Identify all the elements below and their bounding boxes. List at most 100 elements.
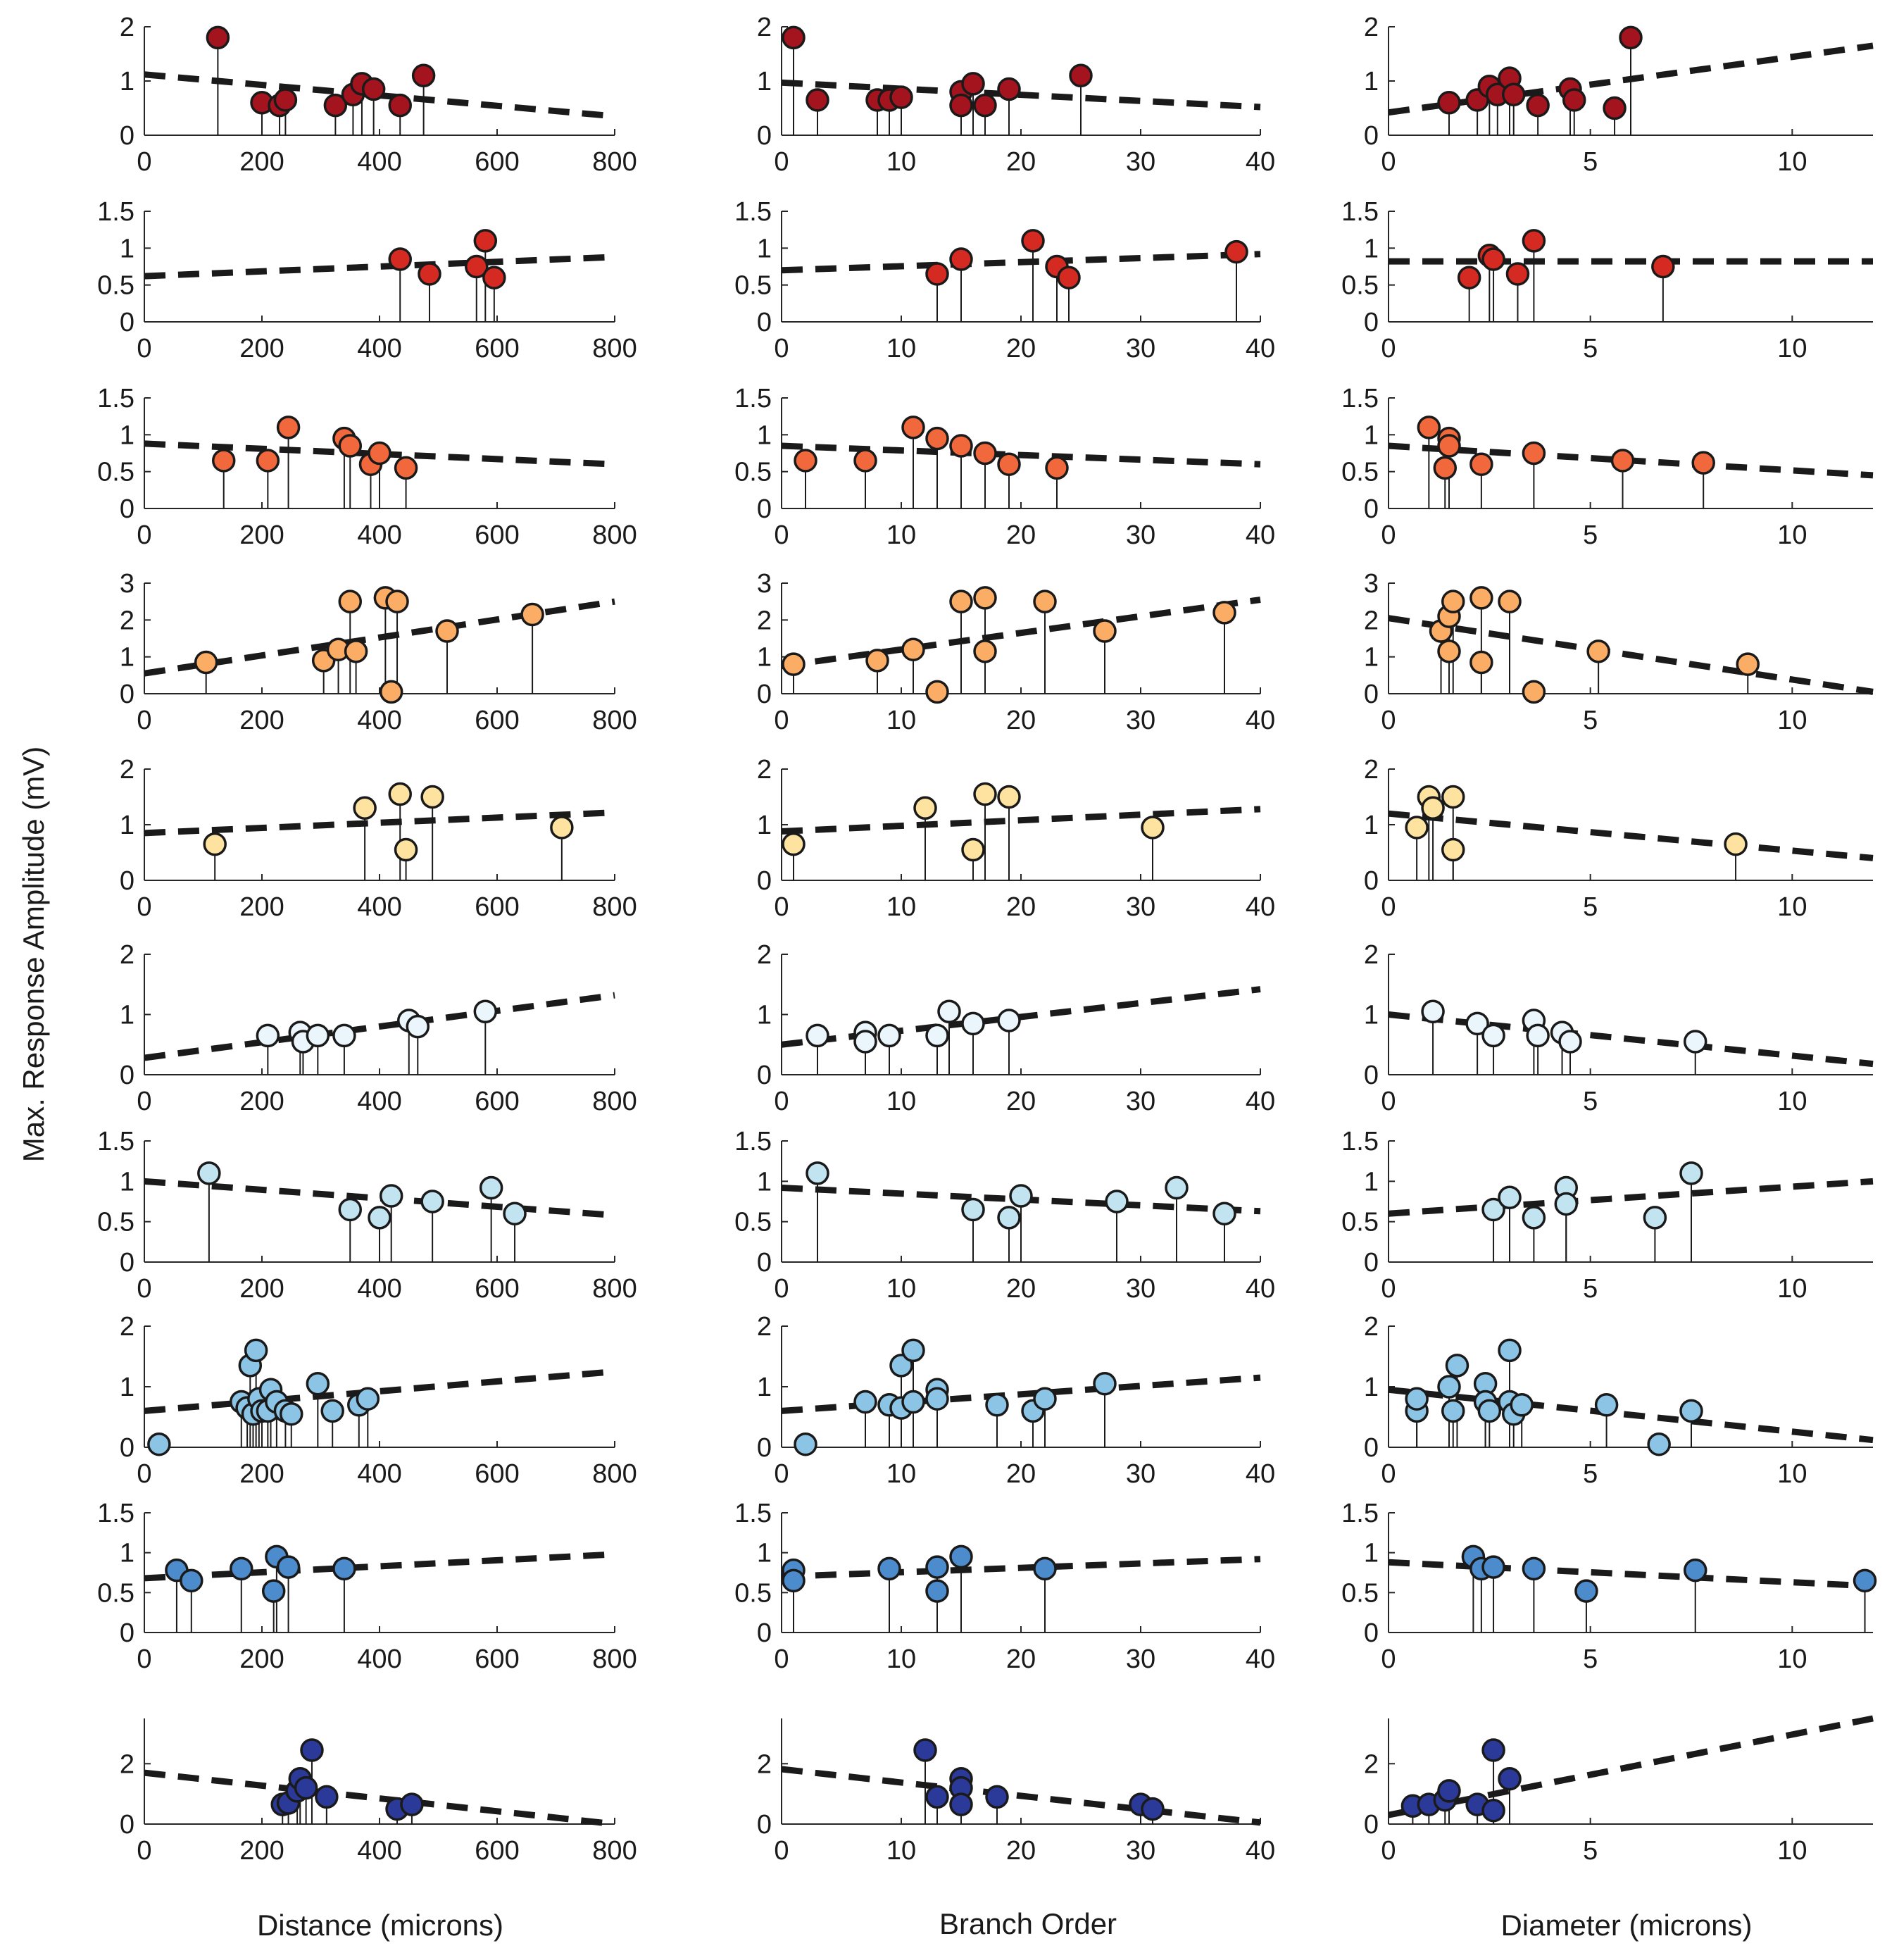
x-tick-label: 5 [1583, 1836, 1598, 1866]
data-point [1165, 1175, 1189, 1200]
x-tick-label: 10 [886, 706, 916, 735]
data-point [306, 1023, 330, 1048]
data-point [1522, 1206, 1546, 1230]
y-tick-label: 0 [757, 680, 772, 709]
y-tick-label: 0.5 [1341, 1208, 1379, 1237]
x-tick-label: 0 [774, 1274, 789, 1304]
data-point [323, 93, 348, 118]
y-tick-label: 2 [1364, 1312, 1379, 1342]
data-point [1481, 1197, 1505, 1222]
data-point [1445, 1354, 1469, 1378]
x-tick-label: 20 [1006, 706, 1036, 735]
x-tick-label: 0 [137, 706, 151, 735]
data-point [1033, 1387, 1057, 1411]
x-tick-label: 20 [1006, 1836, 1036, 1866]
data-point [1224, 239, 1248, 264]
x-tick-label: 0 [774, 334, 789, 363]
y-tick-label: 1 [757, 420, 772, 450]
y-tick-label: 0.5 [1341, 458, 1379, 487]
x-axis-title-diameter: Diameter (microns) [1500, 1909, 1752, 1942]
data-point [1045, 456, 1069, 480]
data-point [180, 1568, 203, 1593]
data-point [1554, 1192, 1579, 1216]
data-point [925, 426, 949, 451]
fit-line [781, 597, 1261, 670]
y-tick-label: 2 [120, 606, 134, 635]
fit-line [781, 1374, 1261, 1414]
y-tick-label: 0 [1364, 494, 1379, 524]
data-point [949, 589, 973, 613]
fit-line [1388, 1386, 1874, 1444]
data-point [1057, 266, 1081, 289]
y-tick-label: 1 [1364, 67, 1379, 96]
y-tick-label: 1 [120, 1001, 134, 1030]
x-tick-label: 40 [1246, 334, 1275, 363]
data-point [1141, 1797, 1165, 1821]
data-point [465, 254, 489, 279]
panel-row1-diameter: 0 5 10 0 1 2 [1364, 13, 1874, 177]
y-tick-label: 0 [120, 1810, 134, 1840]
x-tick-label: 10 [886, 520, 916, 550]
data-point [973, 441, 997, 466]
data-point [1437, 1779, 1461, 1803]
data-point [1683, 1030, 1707, 1054]
panel-row9-branch-order: 0 10 20 30 40 0 0.5 1 1.5 [734, 1499, 1275, 1674]
panel-row3-branch-order: 0 10 20 30 40 0 0.5 1 1.5 [734, 384, 1275, 550]
panel-row1-distance: 0 200 400 600 800 0 1 2 [120, 13, 637, 177]
panel-row2-distance: 0 200 400 600 800 0 0.5 1 1.5 [97, 197, 637, 363]
data-point [306, 1371, 330, 1396]
x-tick-label: 5 [1583, 706, 1598, 735]
x-tick-label: 800 [592, 1087, 637, 1116]
data-point [294, 1775, 318, 1800]
panel-row6-diameter: 0 5 10 0 1 2 [1364, 940, 1874, 1116]
data-point [379, 680, 403, 704]
data-point [997, 1009, 1021, 1032]
panel-row7-distance: 0 200 400 600 800 0 0.5 1 1.5 [97, 1127, 637, 1304]
data-point [1021, 229, 1045, 253]
data-point [973, 93, 997, 118]
data-point [782, 832, 806, 856]
x-tick-label: 20 [1006, 1274, 1036, 1304]
x-tick-label: 800 [592, 706, 637, 735]
x-tick-label: 0 [774, 520, 789, 550]
y-tick-label: 0 [1364, 1433, 1379, 1463]
x-tick-label: 10 [1777, 892, 1807, 922]
x-tick-label: 200 [239, 1644, 284, 1674]
data-point [997, 77, 1021, 101]
data-point [901, 1390, 925, 1414]
y-tick-label: 0.5 [734, 458, 772, 487]
data-point [273, 88, 298, 112]
data-point [913, 1738, 937, 1762]
data-point [394, 456, 418, 480]
panel-row4-diameter: 0 5 10 0 1 2 3 [1364, 569, 1874, 735]
data-point [280, 1402, 303, 1426]
data-point [256, 449, 280, 473]
y-tick-label: 0 [757, 308, 772, 337]
fit-line [1388, 1559, 1874, 1590]
x-tick-label: 20 [1006, 1087, 1036, 1116]
y-tick-label: 0 [120, 1061, 134, 1090]
x-tick-label: 0 [774, 892, 789, 922]
x-tick-label: 0 [774, 147, 789, 177]
x-tick-label: 40 [1246, 1836, 1275, 1866]
x-tick-label: 0 [137, 1836, 151, 1866]
data-point [901, 416, 925, 439]
x-tick-label: 10 [886, 1644, 916, 1674]
data-point [925, 1023, 949, 1048]
data-point [1736, 652, 1760, 676]
fit-line [144, 71, 615, 120]
y-tick-label: 1 [1364, 811, 1379, 840]
data-point [853, 1390, 877, 1414]
y-axis-title: Max. Response Amplitude (mV) [17, 747, 50, 1163]
fit-line [144, 1368, 615, 1414]
fit-line [144, 1769, 615, 1828]
data-point [1651, 254, 1675, 279]
data-point [256, 1023, 280, 1048]
panel-row6-distance: 0 200 400 600 800 0 1 2 [120, 940, 637, 1116]
data-point [889, 1354, 913, 1378]
y-tick-label: 1.5 [1341, 197, 1379, 227]
x-tick-label: 400 [357, 706, 401, 735]
y-tick-label: 2 [120, 13, 134, 42]
y-tick-label: 1 [120, 234, 134, 263]
panel-row2-branch-order: 0 10 20 30 40 0 0.5 1 1.5 [734, 197, 1275, 363]
